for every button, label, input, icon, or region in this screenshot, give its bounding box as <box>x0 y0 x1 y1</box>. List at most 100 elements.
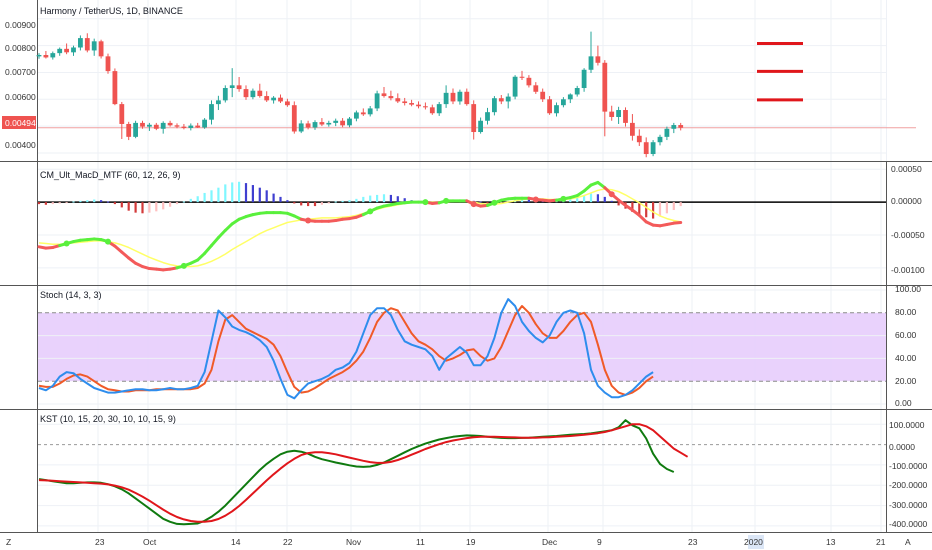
candle-body <box>450 92 456 102</box>
candle-body <box>471 104 477 133</box>
candle-body <box>319 122 325 125</box>
kst-signal-line <box>38 423 689 523</box>
candle-body <box>257 90 263 97</box>
macd-histogram-bar <box>286 200 289 203</box>
kst-tick: -300.0000 <box>889 500 928 510</box>
macd-histogram-bar <box>596 194 599 203</box>
kst-tick: -100.0000 <box>889 461 928 471</box>
kst-line <box>38 419 675 526</box>
time-axis-corner-left[interactable]: Z <box>6 537 11 547</box>
candle-body <box>512 76 518 97</box>
macd-histogram-bar <box>569 198 572 203</box>
macd-histogram-bar <box>403 198 406 203</box>
candle-body <box>153 124 159 129</box>
stoch-tick: 20.00 <box>895 376 917 386</box>
price-tick: 0.00800 <box>5 43 36 53</box>
candle-body <box>167 122 173 126</box>
candle-body <box>533 85 539 92</box>
time-tick: 21 <box>876 537 886 547</box>
candle-body <box>181 126 187 128</box>
candle-body <box>216 100 221 105</box>
candle-body <box>229 85 235 89</box>
candle-body <box>498 98 504 102</box>
macd-histogram-bar <box>100 200 103 203</box>
candle-body <box>650 142 656 155</box>
macd-histogram-bar <box>182 201 185 203</box>
candle-body <box>436 104 442 114</box>
macd-line-segment <box>203 244 213 255</box>
candle-body <box>623 110 628 123</box>
candle-body <box>354 112 359 119</box>
macd-line-segment <box>582 183 593 193</box>
time-tick: 13 <box>826 537 836 547</box>
macd-histogram-bar <box>396 196 399 203</box>
candle-body <box>347 118 352 126</box>
macd-histogram-bar <box>320 202 323 205</box>
candle-body <box>630 122 635 136</box>
time-axis-year-highlight <box>748 535 764 549</box>
candle-body <box>519 76 525 78</box>
macd-cross-dot <box>470 201 477 208</box>
candle-body <box>457 91 463 102</box>
macd-signal-line <box>38 188 681 268</box>
time-axis-corner-right[interactable]: A <box>905 537 911 547</box>
macd-tick: 0.00050 <box>891 164 922 174</box>
candle-body <box>126 123 132 137</box>
candle-body <box>526 77 532 86</box>
candle-body <box>78 38 83 48</box>
candle-body <box>160 122 166 129</box>
macd-histogram-bar <box>113 202 116 205</box>
candle-body <box>588 56 594 70</box>
macd-histogram-bar <box>217 187 220 203</box>
macd-histogram-bar <box>576 196 579 203</box>
macd-histogram-bar <box>362 196 365 203</box>
macd-histogram-bar <box>672 202 675 211</box>
stoch-tick: 80.00 <box>895 307 917 317</box>
macd-histogram-bar <box>86 200 89 203</box>
macd-histogram-bar <box>313 202 317 207</box>
macd-histogram-bar <box>638 202 641 215</box>
macd-histogram-bar <box>93 199 96 203</box>
macd-histogram-bar <box>162 202 165 210</box>
candle-body <box>112 71 118 105</box>
macd-histogram-bar <box>141 202 144 214</box>
time-tick: 23 <box>95 537 105 547</box>
candle-body <box>664 128 670 137</box>
macd-cross-dot <box>305 217 312 224</box>
candle-body <box>98 41 104 57</box>
candle-body <box>595 56 601 63</box>
price-tick: 0.00900 <box>5 20 36 30</box>
macd-tick: -0.00100 <box>891 265 925 275</box>
candle-body <box>395 98 401 102</box>
candle-body <box>326 122 332 125</box>
candle-body <box>492 98 497 113</box>
candle-body <box>50 53 56 58</box>
macd-line-segment <box>672 221 683 225</box>
time-tick: 9 <box>597 537 602 547</box>
macd-histogram-bar <box>65 202 68 204</box>
stoch-d-line <box>38 305 654 396</box>
candle-body <box>84 38 90 51</box>
candle-body <box>567 94 573 100</box>
candle-body <box>333 120 339 123</box>
kst-pane-title: KST (10, 15, 20, 30, 10, 10, 15, 9) <box>40 414 176 424</box>
macd-histogram-bar <box>389 194 392 203</box>
price-tick: 0.00400 <box>5 140 36 150</box>
candle-body <box>574 88 580 95</box>
candle-body <box>285 101 290 106</box>
macd-histogram-bar <box>279 196 282 203</box>
macd-histogram-bar <box>272 193 275 203</box>
macd-cross-dot <box>443 197 450 204</box>
time-tick: 19 <box>466 537 476 547</box>
macd-histogram-bar <box>72 201 75 203</box>
time-tick: 11 <box>416 537 425 547</box>
time-tick: 2020 <box>744 537 763 547</box>
candle-body <box>416 104 421 107</box>
macd-histogram-bar <box>231 182 234 203</box>
kst-tick: -400.0000 <box>889 519 928 529</box>
candle-body <box>91 41 97 51</box>
candle-body <box>140 122 145 127</box>
macd-histogram-bar <box>251 185 254 203</box>
macd-histogram-bar <box>224 184 227 203</box>
